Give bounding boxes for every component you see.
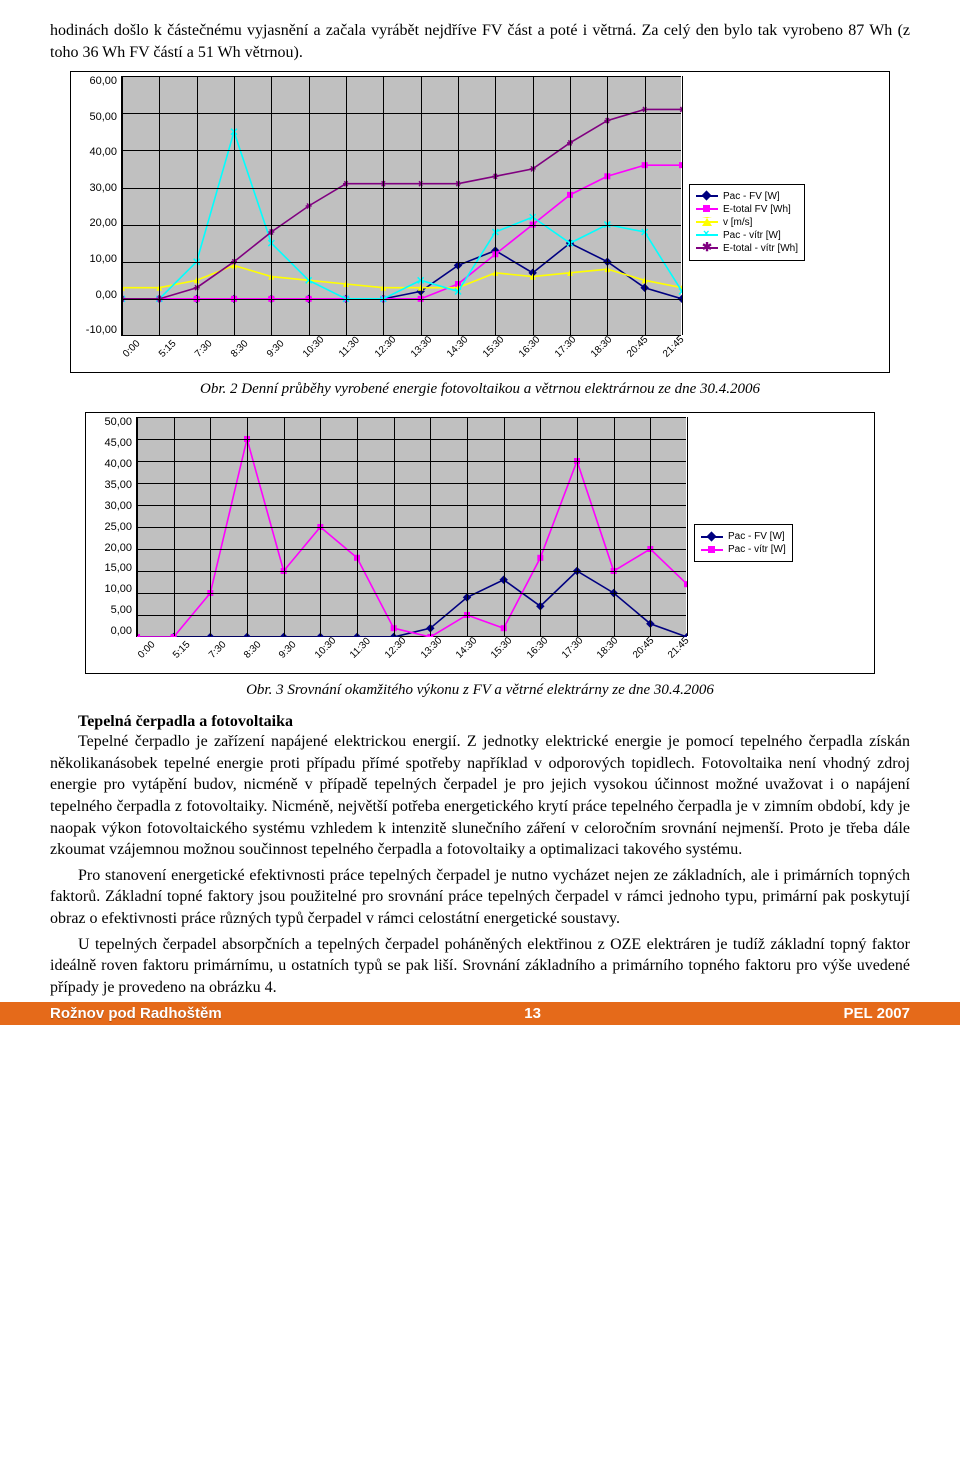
legend-item: v [m/s] <box>696 217 798 228</box>
x-tick-label: 11:30 <box>337 338 370 371</box>
x-tick-label: 0:00 <box>136 639 169 672</box>
chart-1-x-axis: 0:005:157:308:309:3010:3011:3012:3013:30… <box>121 338 681 368</box>
x-tick-label: 21:45 <box>661 338 694 371</box>
intro-paragraph: hodinách došlo k částečnému vyjasnění a … <box>50 20 910 63</box>
legend-item: ✱E-total - vítr [Wh] <box>696 243 798 254</box>
x-tick-label: 15:30 <box>489 639 522 672</box>
y-tick-label: 0,00 <box>111 626 132 637</box>
x-tick-label: 20:45 <box>631 639 664 672</box>
x-tick-label: 17:30 <box>553 338 586 371</box>
x-tick-label: 10:30 <box>313 639 346 672</box>
x-tick-label: 16:30 <box>517 338 550 371</box>
y-tick-label: 40,00 <box>89 147 117 158</box>
x-tick-label: 18:30 <box>589 338 622 371</box>
chart-1-svg <box>122 76 682 336</box>
section-heading: Tepelná čerpadla a fotovoltaika <box>50 713 910 731</box>
y-tick-label: 50,00 <box>104 417 132 428</box>
y-tick-label: 20,00 <box>89 218 117 229</box>
footer-page-number: 13 <box>524 1005 541 1022</box>
x-tick-label: 17:30 <box>560 639 593 672</box>
x-tick-label: 16:30 <box>525 639 558 672</box>
y-tick-label: 60,00 <box>89 76 117 87</box>
x-tick-label: 18:30 <box>595 639 628 672</box>
chart-2-y-axis: 50,00 45,00 40,00 35,00 30,00 25,00 20,00 15,00… <box>90 417 136 637</box>
chart-1-legend: Pac - FV [W] E-total FV [Wh] v [m/s] ×Pac -… <box>689 184 805 261</box>
x-tick-label: 14:30 <box>454 639 487 672</box>
chart-2-x-axis: 0:005:157:308:309:3010:3011:3012:3013:30… <box>136 639 686 669</box>
footer-right: PEL 2007 <box>844 1005 910 1022</box>
page-footer: Rožnov pod Radhoštěm 13 PEL 2007 <box>0 1002 960 1025</box>
caption-2: Obr. 3 Srovnání okamžitého výkonu z FV a… <box>50 682 910 699</box>
y-tick-label: 50,00 <box>89 112 117 123</box>
x-tick-label: 11:30 <box>348 639 381 672</box>
footer-left: Rožnov pod Radhoštěm <box>50 1005 222 1022</box>
y-tick-label: 15,00 <box>104 563 132 574</box>
y-tick-label: 5,00 <box>111 605 132 616</box>
y-tick-label: 30,00 <box>89 183 117 194</box>
chart-1-container: 60,00 50,00 40,00 30,00 20,00 10,00 0,00 -10,00… <box>70 71 890 373</box>
legend-item: Pac - FV [W] <box>696 191 798 202</box>
x-tick-label: 8:30 <box>242 639 275 672</box>
y-tick-label: 45,00 <box>104 438 132 449</box>
y-tick-label: 10,00 <box>104 584 132 595</box>
chart-1-y-axis: 60,00 50,00 40,00 30,00 20,00 10,00 0,00 -10,00 <box>75 76 121 336</box>
x-tick-label: 12:30 <box>383 639 416 672</box>
chart-2-legend: Pac - FV [W] Pac - vítr [W] <box>694 524 793 562</box>
x-tick-label: 21:45 <box>666 639 699 672</box>
x-tick-label: 8:30 <box>229 338 262 371</box>
x-tick-label: 13:30 <box>409 338 442 371</box>
body-para-1: Tepelné čerpadlo je zařízení napájené el… <box>50 731 910 861</box>
legend-item: Pac - vítr [W] <box>701 544 786 555</box>
y-tick-label: 40,00 <box>104 459 132 470</box>
x-tick-label: 5:15 <box>171 639 204 672</box>
legend-item: Pac - FV [W] <box>701 531 786 542</box>
chart-1-plot <box>121 76 681 336</box>
y-tick-label: 30,00 <box>104 501 132 512</box>
body-para-2: Pro stanovení energetické efektivnosti p… <box>50 865 910 930</box>
legend-item: ×Pac - vítr [W] <box>696 230 798 241</box>
legend-item: E-total FV [Wh] <box>696 204 798 215</box>
x-tick-label: 9:30 <box>277 639 310 672</box>
x-tick-label: 0:00 <box>121 338 154 371</box>
y-tick-label: 25,00 <box>104 522 132 533</box>
body-para-3: U tepelných čerpadel absorpčních a tepel… <box>50 934 910 999</box>
y-tick-label: 20,00 <box>104 543 132 554</box>
chart-2-plot <box>136 417 686 637</box>
x-tick-label: 15:30 <box>481 338 514 371</box>
y-tick-label: 10,00 <box>89 254 117 265</box>
x-tick-label: 5:15 <box>157 338 190 371</box>
x-tick-label: 20:45 <box>625 338 658 371</box>
x-tick-label: 10:30 <box>301 338 334 371</box>
y-tick-label: 35,00 <box>104 480 132 491</box>
y-tick-label: -10,00 <box>86 325 117 336</box>
chart-2-container: 50,00 45,00 40,00 35,00 30,00 25,00 20,00 15,00… <box>85 412 875 674</box>
x-tick-label: 9:30 <box>265 338 298 371</box>
y-tick-label: 0,00 <box>96 290 117 301</box>
caption-1: Obr. 2 Denní průběhy vyrobené energie fo… <box>50 381 910 398</box>
x-tick-label: 7:30 <box>193 338 226 371</box>
x-tick-label: 12:30 <box>373 338 406 371</box>
x-tick-label: 7:30 <box>207 639 240 672</box>
x-tick-label: 13:30 <box>419 639 452 672</box>
x-tick-label: 14:30 <box>445 338 478 371</box>
